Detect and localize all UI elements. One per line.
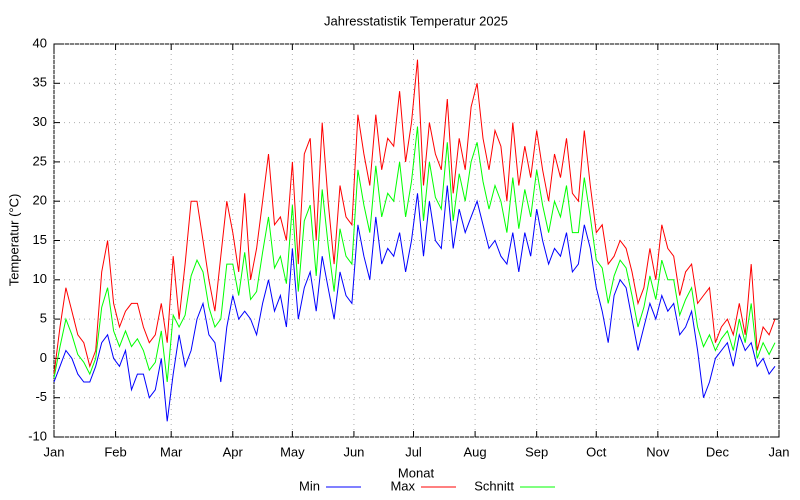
x-tick-label: Jan xyxy=(44,444,65,459)
x-tick-label: Aug xyxy=(464,444,487,459)
chart-title: Jahresstatistik Temperatur 2025 xyxy=(324,13,508,28)
x-tick-label: Feb xyxy=(104,444,126,459)
y-tick-label: 40 xyxy=(33,35,47,50)
y-tick-label: 15 xyxy=(33,232,47,247)
x-axis-label: Monat xyxy=(398,465,435,480)
x-tick-label: Jan xyxy=(769,444,790,459)
y-tick-label: 25 xyxy=(33,153,47,168)
x-tick-label: Nov xyxy=(646,444,670,459)
series-line xyxy=(53,59,776,375)
y-tick-label: 5 xyxy=(40,311,47,326)
legend-label: Schnitt xyxy=(474,478,514,493)
y-tick-label: 30 xyxy=(33,114,47,129)
x-tick-label: May xyxy=(280,444,305,459)
x-tick-label: Dec xyxy=(706,444,730,459)
legend-label: Min xyxy=(299,478,320,493)
y-tick-label: 10 xyxy=(33,271,47,286)
x-tick-label: Jun xyxy=(343,444,364,459)
x-tick-label: Mar xyxy=(160,444,183,459)
series-line xyxy=(53,126,776,383)
y-tick-label: 0 xyxy=(40,350,47,365)
y-axis-label: Temperatur (°C) xyxy=(6,194,21,287)
x-tick-label: Sep xyxy=(525,444,548,459)
y-tick-label: 20 xyxy=(33,193,47,208)
legend-label: Max xyxy=(390,478,415,493)
x-tick-label: Oct xyxy=(586,444,607,459)
x-tick-label: Jul xyxy=(405,444,422,459)
y-tick-label: -5 xyxy=(35,389,47,404)
y-tick-label: -10 xyxy=(28,428,47,443)
y-tick-label: 35 xyxy=(33,75,47,90)
x-tick-label: Apr xyxy=(223,444,244,459)
series-line xyxy=(53,185,776,422)
